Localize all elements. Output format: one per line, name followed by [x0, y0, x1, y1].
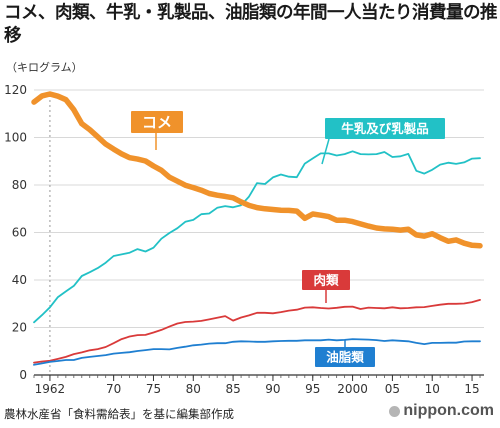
series-label-pointer-milk: [321, 138, 330, 165]
brand-logo[interactable]: nippon.com: [389, 402, 494, 420]
x-tick-label-05: 05: [385, 382, 400, 396]
y-tick-label-20: 20: [12, 321, 27, 335]
y-axis-unit-label: （キログラム）: [6, 61, 83, 74]
y-tick-label-80: 80: [12, 178, 27, 192]
x-tick-label-2000: 2000: [337, 382, 368, 396]
x-tick-label-1962: 1962: [35, 382, 66, 396]
x-tick-label-90: 90: [265, 382, 280, 396]
x-tick-label-10: 10: [425, 382, 440, 396]
series-label-box-milk: [325, 118, 445, 139]
series-label-box-rice: [131, 111, 183, 133]
x-tick-label-15: 15: [464, 382, 479, 396]
brand-name: nippon.com: [403, 402, 494, 419]
series-line-milk: [33, 150, 481, 324]
y-tick-label-100: 100: [4, 131, 27, 145]
y-tick-label-0: 0: [19, 368, 27, 382]
series-line-meat: [33, 299, 481, 364]
x-tick-label-95: 95: [305, 382, 320, 396]
source-note: 農林水産省「食料需給表」を基に編集部作成: [4, 407, 234, 421]
x-tick-label-80: 80: [186, 382, 201, 396]
series-label-meat: 肉類: [313, 273, 339, 288]
x-tick-label-75: 75: [146, 382, 161, 396]
series-line-rice: [31, 91, 483, 249]
y-tick-label-60: 60: [12, 226, 27, 240]
brand-dot-icon: [389, 405, 401, 417]
x-tick-label-70: 70: [106, 382, 121, 396]
series-label-box-oil: [315, 347, 375, 367]
series-label-box-meat: [302, 270, 350, 290]
chart-title: コメ、肉類、牛乳・乳製品、油脂類の年間一人当たり消費量の推移: [4, 3, 498, 46]
x-tick-label-85: 85: [225, 382, 240, 396]
series-label-oil: 油脂類: [326, 350, 364, 365]
y-tick-label-40: 40: [12, 273, 27, 287]
series-line-oil: [33, 338, 481, 366]
y-tick-label-120: 120: [4, 83, 27, 97]
series-label-rice: コメ: [142, 113, 172, 131]
series-label-milk: 牛乳及び乳製品: [341, 121, 429, 136]
